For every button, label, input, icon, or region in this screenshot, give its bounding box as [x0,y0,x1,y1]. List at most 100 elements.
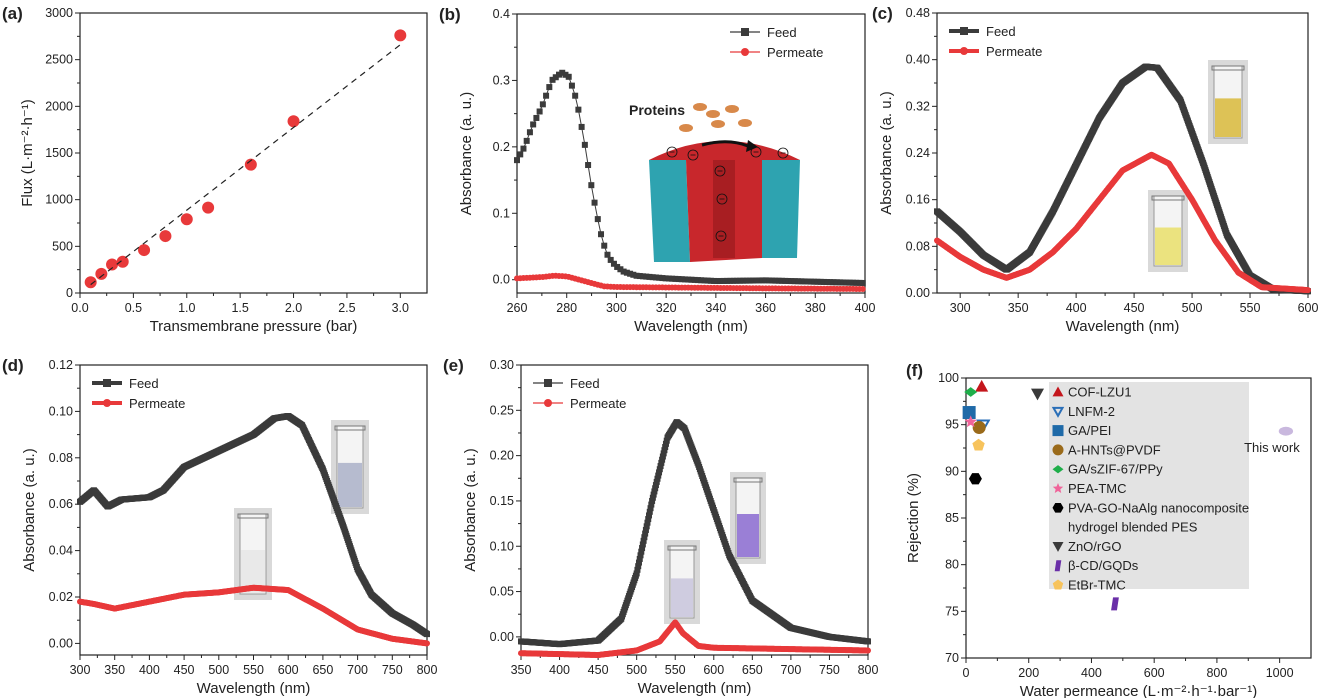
y-tick-label: 0.30 [490,358,514,372]
membrane-schematic-inset: Proteins [629,102,800,262]
data-point [517,151,524,158]
data-point [620,268,627,275]
legend-entry: Permeate [129,396,185,411]
data-point [1111,597,1119,611]
panel-e: (e) 350 400 450 500 550 600 650 700 750 800 0.00 0.0… [443,356,878,697]
legend-entry: Feed [767,25,797,40]
data-point [635,559,642,566]
data-point [646,508,653,515]
legend-marker [960,27,968,35]
data-point [746,277,753,284]
vial-liquid [1155,227,1181,265]
x-tick-label: 200 [1018,666,1039,680]
y-axis-label: Flux (L·m⁻²·h⁻¹) [19,99,36,207]
data-point [634,566,641,573]
data-point [775,277,782,284]
y-tick-label: 0.48 [906,6,930,20]
legend-background [1049,382,1249,589]
x-tick-label: 350 [1008,301,1029,315]
data-point [656,466,663,473]
data-point [637,552,644,559]
data-point [843,279,850,286]
legend-entry: Feed [570,376,600,391]
x-tick-label: 800 [1206,666,1227,680]
y-tick-label: 0.05 [490,585,514,599]
vial-rim [733,477,763,483]
legend-marker [741,28,749,36]
data-point [180,213,193,226]
data-point [964,387,978,397]
x-tick-label: 550 [1240,301,1261,315]
data-point [559,69,566,76]
series-permeate [77,584,430,647]
data-point [701,277,708,284]
data-point [640,537,647,544]
data-point [678,276,685,283]
data-point [656,469,663,476]
data-point [865,638,871,645]
data-point [623,269,630,276]
data-point [824,279,831,286]
legend-entry: GA/PEI [1068,423,1111,438]
y-tick-label: 0.15 [490,494,514,508]
data-point [585,162,592,169]
data-point [654,475,661,482]
data-point [552,74,559,81]
x-axis-label: Wavelength (nm) [634,318,748,335]
data-point [575,106,582,113]
legend: Feed Permeate [92,376,185,411]
x-tick-label: 340 [705,301,726,315]
x-tick-label: 1000 [1266,666,1294,680]
legend: Feed Permeate [533,376,626,411]
panel-label: (a) [2,4,23,23]
x-tick-label: 600 [278,663,299,677]
negative-charge-icon [716,193,728,205]
x-axis-label: Wavelength (nm) [638,680,752,697]
data-point [688,276,695,283]
x-tick-label: 550 [243,663,264,677]
data-point [530,121,537,128]
data-point [536,108,543,115]
protein-icon [693,103,707,111]
data-point [698,277,705,284]
protein-icon [711,120,725,128]
data-point [526,129,533,136]
x-tick-label: 0 [963,666,970,680]
y-tick-label: 0.00 [490,630,514,644]
data-point [614,263,621,270]
panel-label: (d) [2,356,24,375]
x-tick-label: 600 [1144,666,1165,680]
data-point [753,277,760,284]
data-point [711,277,718,284]
this-work-point [1278,426,1294,436]
data-point [830,279,837,286]
data-point [520,145,527,152]
x-tick-label: 1.5 [231,301,248,315]
data-point [652,274,659,281]
y-tick-label: 0.00 [49,636,73,650]
legend-entry: Permeate [570,396,626,411]
data-point [607,256,614,263]
data-point [856,279,863,286]
data-point [766,277,773,284]
x-tick-label: 400 [1066,301,1087,315]
data-point [669,275,676,282]
data-point [651,488,658,495]
data-point [650,491,657,498]
series-feed [518,419,871,648]
x-tick-label: 450 [1124,301,1145,315]
x-tick-label: 650 [312,663,333,677]
legend-marker [960,47,968,55]
protein-icon [679,124,693,132]
x-tick-label: 400 [549,663,570,677]
x-tick-label: 2.5 [338,301,355,315]
vial-rim [237,513,269,519]
data-point [138,244,151,257]
data-point [568,82,575,89]
permeate-vial-photo [1148,190,1188,272]
x-tick-label: 550 [665,663,686,677]
negative-charge-icon [687,149,699,161]
data-point [661,447,668,454]
x-tick-label: 260 [507,301,528,315]
data-point [660,450,667,457]
